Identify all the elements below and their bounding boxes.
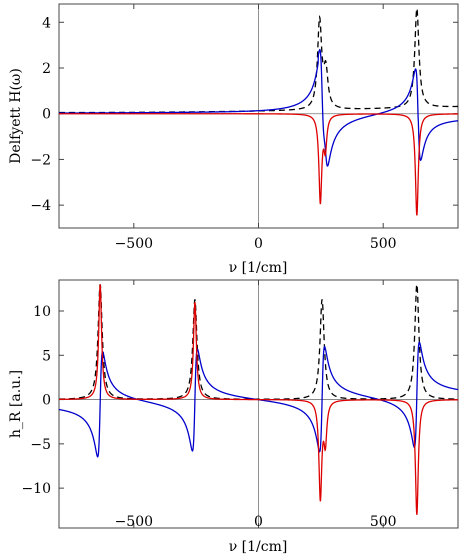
y-tick-label: 4 <box>42 15 51 31</box>
y-axis-label: Delfyett H(ω) <box>8 68 24 164</box>
chart-delfyett: Delfyett H(ω) ν [1/cm] −500 0 500 −4 −2 0 2 4 <box>8 3 459 276</box>
series-line <box>59 284 458 515</box>
y-tick-label: 5 <box>42 348 51 364</box>
x-tick-label: 500 <box>370 514 397 530</box>
y-tick-label: 0 <box>42 107 51 123</box>
y-tick-label: −2 <box>30 152 51 168</box>
y-tick-label: −4 <box>30 198 51 214</box>
y-tick-label: −5 <box>30 437 51 453</box>
series-line <box>59 48 458 167</box>
y-tick-label: 2 <box>42 61 51 77</box>
chart-hr: h_R [a.u.] ν [1/cm] −500 0 500 −10 −5 0 5 10 <box>8 279 459 555</box>
x-axis-label: ν [1/cm] <box>229 539 288 555</box>
x-tick-label: 0 <box>254 514 263 530</box>
y-tick-label: 0 <box>42 393 51 409</box>
series-line <box>59 113 458 216</box>
y-axis-label: h_R [a.u.] <box>8 370 24 438</box>
x-tick-label: −500 <box>115 514 153 530</box>
x-tick-label: −500 <box>115 236 153 252</box>
y-tick-label: −10 <box>21 481 51 497</box>
x-axis-label: ν [1/cm] <box>229 260 288 276</box>
y-tick-label: 10 <box>33 304 51 320</box>
x-tick-label: 0 <box>254 236 263 252</box>
x-tick-label: 500 <box>370 236 397 252</box>
